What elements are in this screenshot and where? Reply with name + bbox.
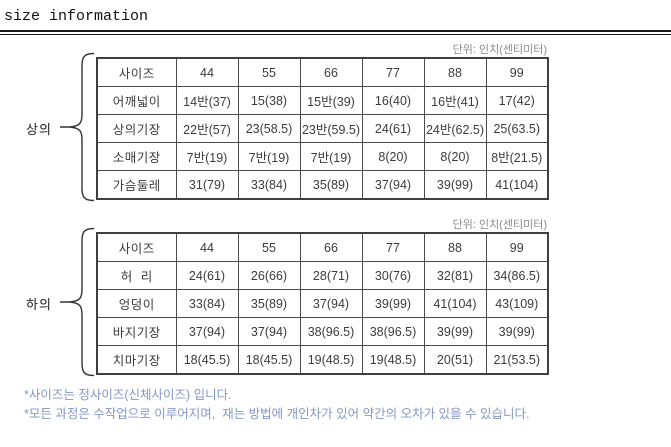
- row-header-cell: 치마기장: [96, 345, 177, 375]
- brace-tops-icon: [60, 52, 94, 202]
- data-cell: 20(51): [423, 345, 487, 375]
- data-cell: 33(84): [237, 170, 301, 200]
- data-cell: 33(84): [175, 289, 239, 318]
- brace-bottoms-icon: [60, 227, 94, 377]
- data-cell: 24(61): [175, 261, 239, 290]
- data-cell: 8(20): [423, 142, 487, 171]
- data-cell: 19(48.5): [361, 345, 425, 375]
- col-header-cell: 44: [175, 232, 239, 262]
- bottoms-size-table: 사이즈 44 55 66 77 88 99 허 리 24(61) 26(66) …: [96, 232, 549, 375]
- col-header-cell: 88: [423, 57, 487, 87]
- col-header-cell: 66: [299, 232, 363, 262]
- table-row: 엉덩이 33(84) 35(89) 37(94) 39(99) 41(104) …: [96, 289, 549, 318]
- data-cell: 17(42): [485, 86, 549, 115]
- data-cell: 8(20): [361, 142, 425, 171]
- col-header-cell: 사이즈: [96, 232, 177, 262]
- data-cell: 18(45.5): [237, 345, 301, 375]
- data-cell: 31(79): [175, 170, 239, 200]
- note-line-2: *모든 과정은 수작업으로 이루어지며, 재는 방법에 개인차가 있어 약간의 …: [24, 407, 530, 421]
- col-header-cell: 사이즈: [96, 57, 177, 87]
- col-header-cell: 77: [361, 57, 425, 87]
- data-cell: 26(66): [237, 261, 301, 290]
- data-cell: 37(94): [299, 289, 363, 318]
- title-underline-thin: [0, 34, 671, 35]
- row-header-cell: 가슴둘레: [96, 170, 177, 200]
- data-cell: 19(48.5): [299, 345, 363, 375]
- col-header-cell: 99: [485, 232, 549, 262]
- title-underline-thick: [0, 30, 671, 32]
- table-row: 사이즈 44 55 66 77 88 99: [96, 232, 549, 262]
- data-cell: 24(61): [361, 114, 425, 143]
- data-cell: 21(53.5): [485, 345, 549, 375]
- data-cell: 23(58.5): [237, 114, 301, 143]
- data-cell: 28(71): [299, 261, 363, 290]
- data-cell: 7반(19): [237, 142, 301, 171]
- data-cell: 41(104): [485, 170, 549, 200]
- note-line-1: *사이즈는 정사이즈(신체사이즈) 입니다.: [24, 388, 232, 402]
- data-cell: 41(104): [423, 289, 487, 318]
- table-row: 사이즈 44 55 66 77 88 99: [96, 57, 549, 87]
- table-row: 가슴둘레 31(79) 33(84) 35(89) 37(94) 39(99) …: [96, 170, 549, 200]
- data-cell: 14반(37): [175, 86, 239, 115]
- data-cell: 37(94): [237, 317, 301, 346]
- row-header-cell: 바지기장: [96, 317, 177, 346]
- page-title: size information: [4, 8, 149, 25]
- data-cell: 34(86.5): [485, 261, 549, 290]
- col-header-cell: 77: [361, 232, 425, 262]
- data-cell: 15반(39): [299, 86, 363, 115]
- data-cell: 7반(19): [175, 142, 239, 171]
- col-header-cell: 99: [485, 57, 549, 87]
- col-header-cell: 55: [237, 57, 301, 87]
- row-header-cell: 소매기장: [96, 142, 177, 171]
- table-row: 상의기장 22반(57) 23(58.5) 23반(59.5) 24(61) 2…: [96, 114, 549, 143]
- data-cell: 39(99): [361, 289, 425, 318]
- table-row: 어깨넓이 14반(37) 15(38) 15반(39) 16(40) 16반(4…: [96, 86, 549, 115]
- row-header-cell: 어깨넓이: [96, 86, 177, 115]
- group-label-bottoms: 하의: [26, 297, 52, 312]
- data-cell: 43(109): [485, 289, 549, 318]
- data-cell: 37(94): [361, 170, 425, 200]
- data-cell: 37(94): [175, 317, 239, 346]
- data-cell: 39(99): [485, 317, 549, 346]
- unit-label-tops: 단위: 인치(센티미터): [452, 44, 547, 56]
- data-cell: 24반(62.5): [423, 114, 487, 143]
- data-cell: 38(96.5): [299, 317, 363, 346]
- data-cell: 39(99): [423, 317, 487, 346]
- row-header-cell: 엉덩이: [96, 289, 177, 318]
- data-cell: 38(96.5): [361, 317, 425, 346]
- data-cell: 32(81): [423, 261, 487, 290]
- data-cell: 39(99): [423, 170, 487, 200]
- data-cell: 35(89): [237, 289, 301, 318]
- row-header-cell: 상의기장: [96, 114, 177, 143]
- col-header-cell: 88: [423, 232, 487, 262]
- data-cell: 35(89): [299, 170, 363, 200]
- row-header-cell: 허 리: [96, 261, 177, 290]
- data-cell: 7반(19): [299, 142, 363, 171]
- col-header-cell: 55: [237, 232, 301, 262]
- data-cell: 15(38): [237, 86, 301, 115]
- col-header-cell: 66: [299, 57, 363, 87]
- data-cell: 22반(57): [175, 114, 239, 143]
- data-cell: 8반(21.5): [485, 142, 549, 171]
- unit-label-bottoms: 단위: 인치(센티미터): [452, 219, 547, 231]
- table-row: 바지기장 37(94) 37(94) 38(96.5) 38(96.5) 39(…: [96, 317, 549, 346]
- data-cell: 23반(59.5): [299, 114, 363, 143]
- col-header-cell: 44: [175, 57, 239, 87]
- table-row: 소매기장 7반(19) 7반(19) 7반(19) 8(20) 8(20) 8반…: [96, 142, 549, 171]
- data-cell: 30(76): [361, 261, 425, 290]
- data-cell: 18(45.5): [175, 345, 239, 375]
- data-cell: 16반(41): [423, 86, 487, 115]
- data-cell: 25(63.5): [485, 114, 549, 143]
- data-cell: 16(40): [361, 86, 425, 115]
- table-row: 허 리 24(61) 26(66) 28(71) 30(76) 32(81) 3…: [96, 261, 549, 290]
- tops-size-table: 사이즈 44 55 66 77 88 99 어깨넓이 14반(37) 15(38…: [96, 57, 549, 200]
- table-row: 치마기장 18(45.5) 18(45.5) 19(48.5) 19(48.5)…: [96, 345, 549, 375]
- group-label-tops: 상의: [26, 122, 52, 137]
